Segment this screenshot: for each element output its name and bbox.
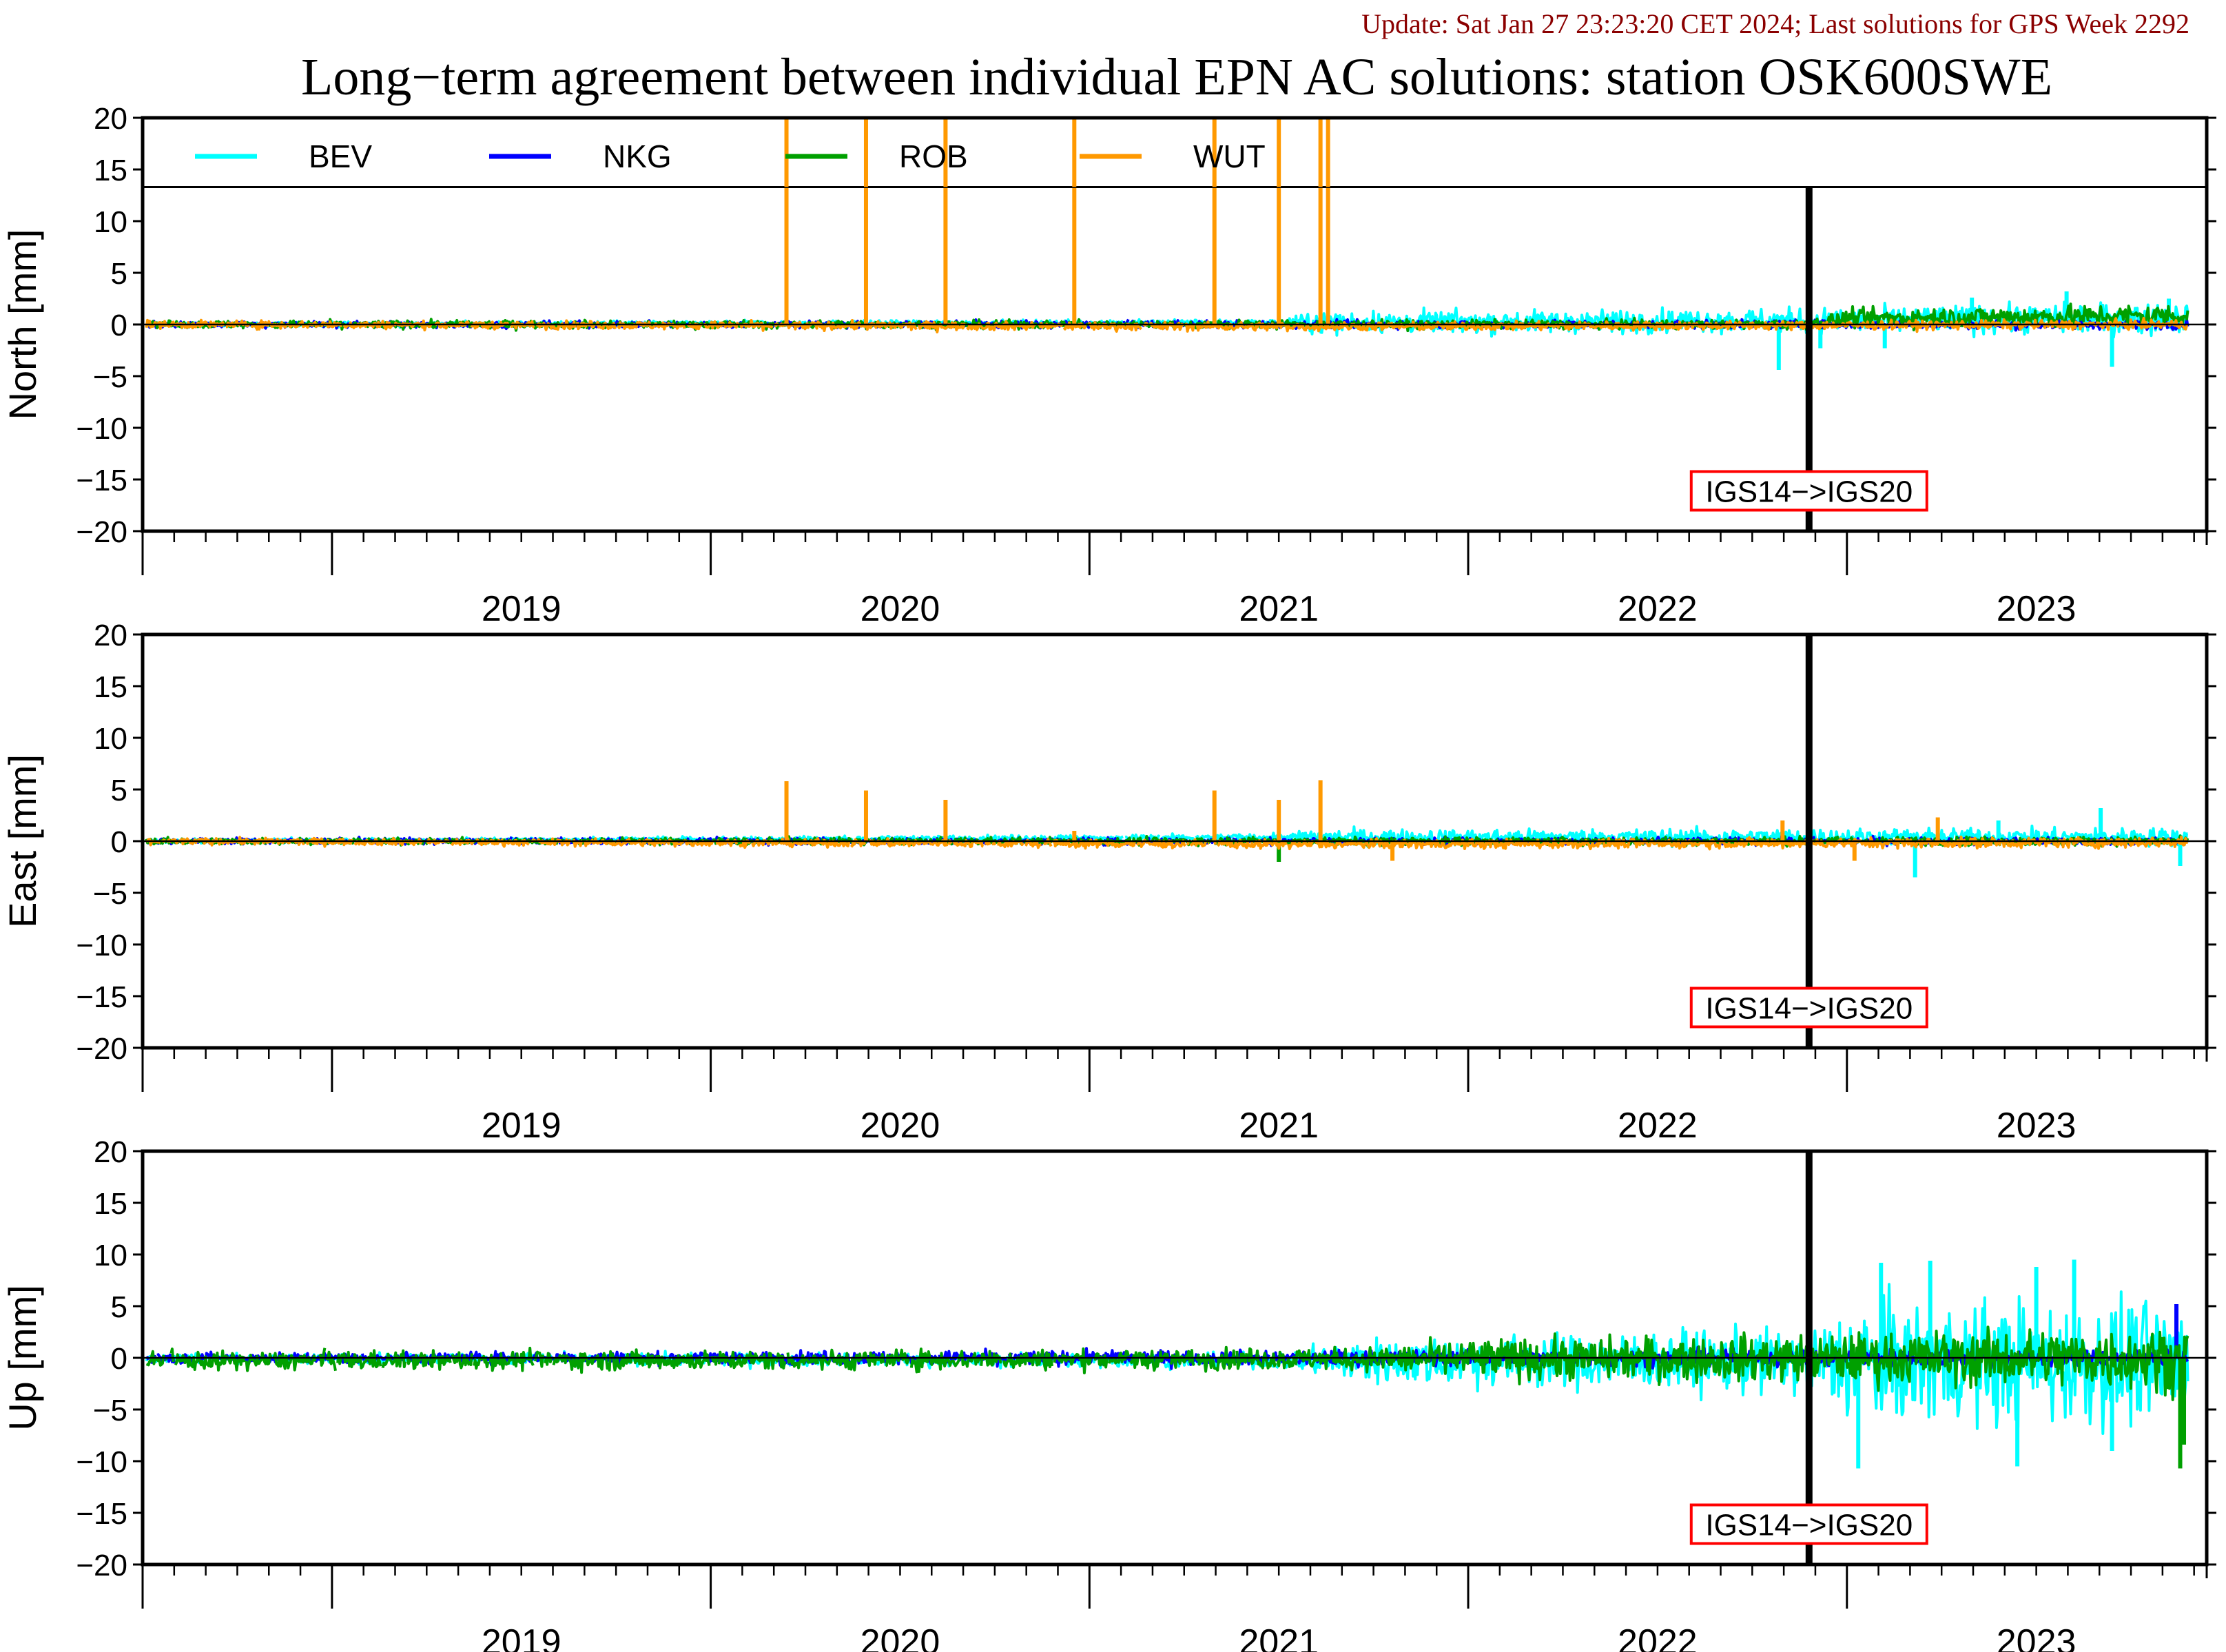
legend-entry-wut: WUT xyxy=(1193,138,1266,174)
frame-change-annotation: IGS14−>IGS20 xyxy=(1689,470,1928,512)
y-tick-label: 20 xyxy=(94,1135,127,1169)
y-axis-label: East [mm] xyxy=(1,754,44,928)
annotation-text: IGS14−>IGS20 xyxy=(1705,475,1913,509)
y-tick-label: −10 xyxy=(76,1445,127,1479)
y-tick-label: 0 xyxy=(111,309,127,342)
x-tick-label: 2019 xyxy=(482,1622,561,1652)
y-axis-label: North [mm] xyxy=(1,229,44,420)
annotation-text: IGS14−>IGS20 xyxy=(1705,992,1913,1026)
x-tick-label: 2023 xyxy=(1997,1106,2076,1146)
y-tick-label: −20 xyxy=(76,1032,127,1066)
y-tick-label: 5 xyxy=(111,1290,127,1324)
y-tick-label: 20 xyxy=(94,102,127,136)
y-tick-label: −15 xyxy=(76,464,127,497)
annotation-text: IGS14−>IGS20 xyxy=(1705,1509,1913,1542)
x-tick-label: 2023 xyxy=(1997,1622,2076,1652)
y-tick-label: −20 xyxy=(76,1549,127,1582)
legend-entry-rob: ROB xyxy=(899,138,968,174)
y-tick-label: 5 xyxy=(111,774,127,807)
x-tick-label: 2021 xyxy=(1239,589,1319,629)
legend-entry-bev: BEV xyxy=(309,138,372,174)
y-tick-label: 10 xyxy=(94,1239,127,1272)
series-line-bev xyxy=(146,300,2189,339)
y-tick-label: 5 xyxy=(111,257,127,291)
panels: BEV NKG ROB WUT IGS14−>IGS20 20 15 10 5 0 −5 −10 −15… xyxy=(1,102,2216,1652)
x-tick-label: 2019 xyxy=(482,589,561,629)
legend: BEV NKG ROB WUT xyxy=(143,118,2207,188)
frame-change-annotation: IGS14−>IGS20 xyxy=(1689,987,1928,1029)
chart-title: Long−term agreement between individual E… xyxy=(301,48,2052,106)
y-tick-label: −5 xyxy=(93,1394,127,1427)
x-tick-label: 2022 xyxy=(1618,1622,1698,1652)
y-tick-label: −15 xyxy=(76,1497,127,1531)
y-tick-label: −5 xyxy=(93,360,127,394)
y-tick-label: 0 xyxy=(111,1342,127,1376)
y-axis-label: Up [mm] xyxy=(1,1285,44,1431)
y-tick-label: −15 xyxy=(76,980,127,1014)
panel-east: IGS14−>IGS20 20 15 10 5 0 −5 −10 −15 −20 East [mm]… xyxy=(1,619,2216,1146)
x-tick-label: 2019 xyxy=(482,1106,561,1146)
frame-change-annotation: IGS14−>IGS20 xyxy=(1689,1503,1928,1545)
x-tick-label: 2020 xyxy=(860,589,940,629)
panel-up: IGS14−>IGS20 20 15 10 5 0 −5 −10 −15 −20 Up [mm] 20… xyxy=(1,1135,2216,1652)
panel-north: BEV NKG ROB WUT IGS14−>IGS20 20 15 10 5 0 −5 −10 −15… xyxy=(1,102,2216,629)
y-tick-label: 20 xyxy=(94,619,127,652)
y-tick-label: −10 xyxy=(76,929,127,962)
y-tick-label: −20 xyxy=(76,515,127,549)
y-tick-label: 10 xyxy=(94,205,127,239)
x-tick-label: 2022 xyxy=(1618,1106,1698,1146)
series-group xyxy=(145,780,2189,878)
y-tick-label: 15 xyxy=(94,1187,127,1221)
x-tick-label: 2021 xyxy=(1239,1622,1319,1652)
y-tick-label: −5 xyxy=(93,877,127,911)
x-tick-label: 2020 xyxy=(860,1106,940,1146)
x-tick-label: 2022 xyxy=(1618,589,1698,629)
x-tick-label: 2023 xyxy=(1997,589,2076,629)
y-tick-label: 0 xyxy=(111,825,127,859)
update-text: Update: Sat Jan 27 23:23:20 CET 2024; La… xyxy=(1361,8,2189,39)
y-tick-label: −10 xyxy=(76,412,127,446)
legend-entry-nkg: NKG xyxy=(603,138,672,174)
y-tick-label: 15 xyxy=(94,154,127,187)
x-tick-label: 2020 xyxy=(860,1622,940,1652)
y-tick-label: 15 xyxy=(94,670,127,704)
series-group xyxy=(145,1259,2189,1469)
y-tick-label: 10 xyxy=(94,722,127,756)
x-tick-label: 2021 xyxy=(1239,1106,1319,1146)
